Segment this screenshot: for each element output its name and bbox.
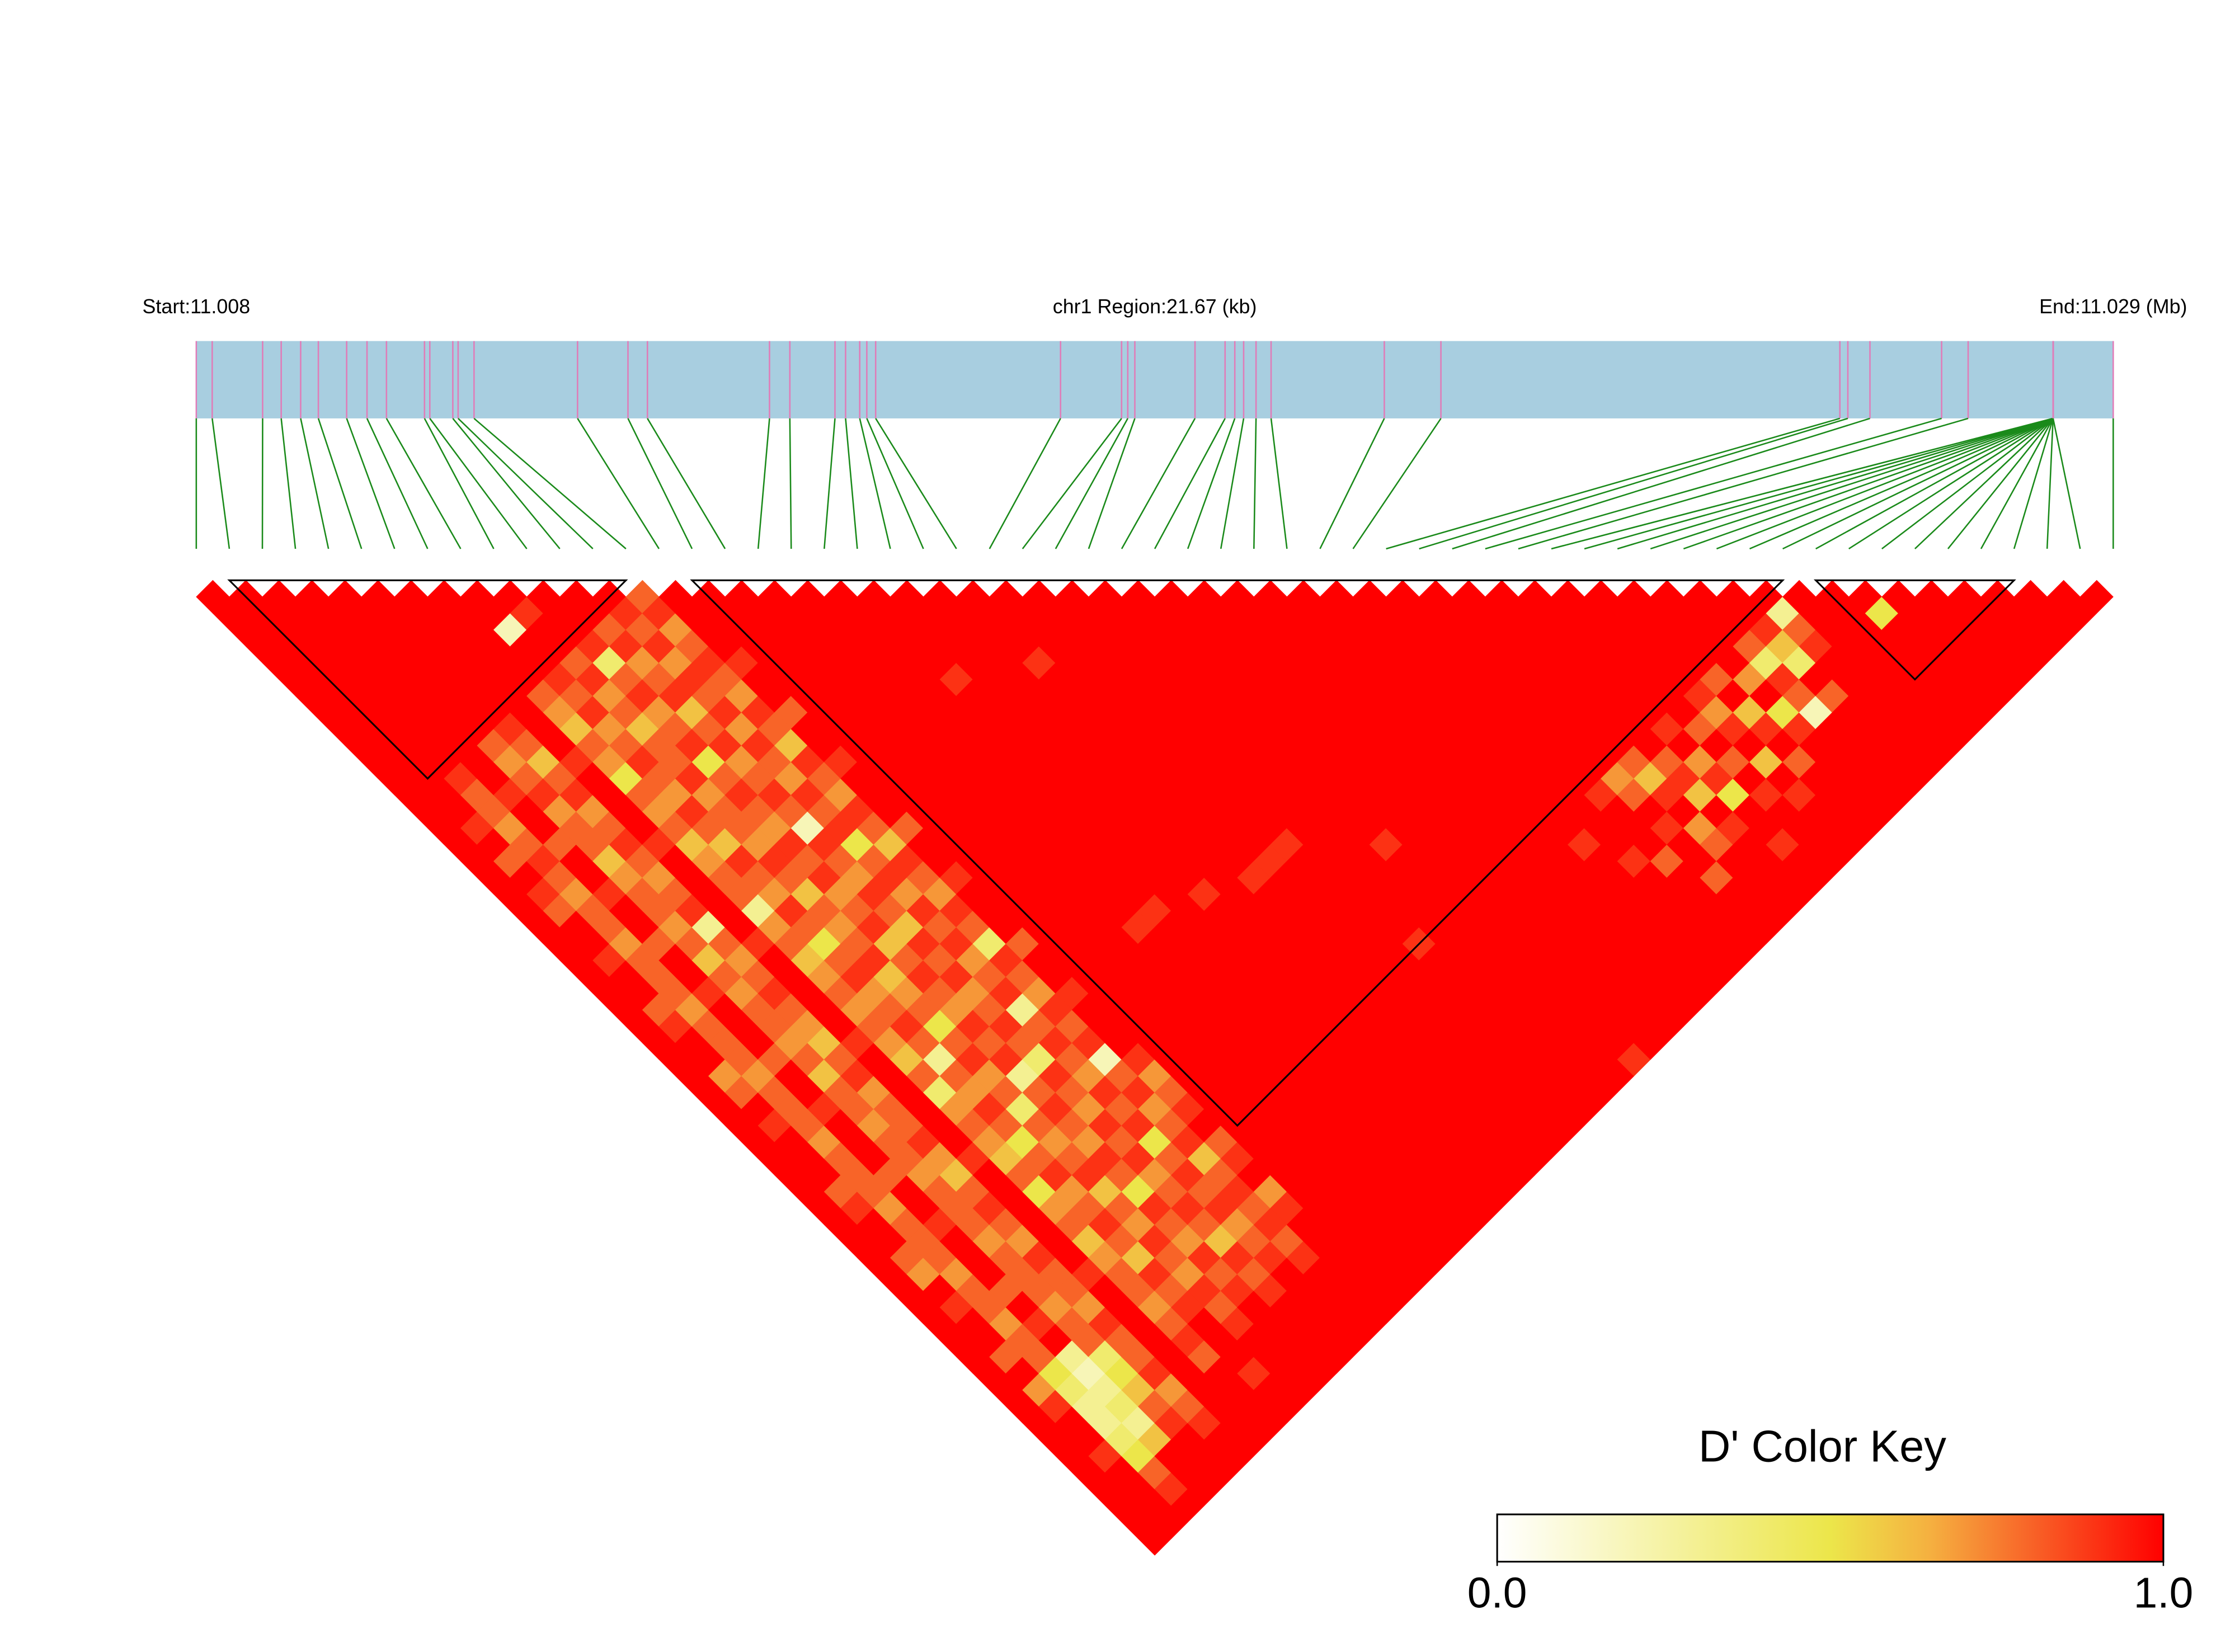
snp-link xyxy=(280,418,297,549)
snp-link xyxy=(429,418,528,549)
snp-link xyxy=(211,418,230,549)
legend-title: D' Color Key xyxy=(1698,1422,1946,1471)
snp-link xyxy=(366,418,429,549)
snp-link xyxy=(473,417,627,549)
snp-link xyxy=(2052,418,2081,549)
snp-link xyxy=(1518,417,1969,550)
region-bar xyxy=(196,341,2114,418)
snp-link xyxy=(1121,418,1196,549)
region-label: chr1 Region:21.67 (kb) xyxy=(1053,295,1257,318)
snp-link xyxy=(1980,418,2054,549)
snp-link xyxy=(385,418,462,549)
snp-link xyxy=(457,418,594,549)
snp-link xyxy=(1319,418,1385,549)
snp-link xyxy=(577,418,660,549)
snp-link xyxy=(1386,417,1841,550)
ld-cell xyxy=(2079,580,2114,614)
snp-link xyxy=(1815,417,2054,550)
snp-link xyxy=(1551,417,2054,550)
snp-link xyxy=(424,418,495,549)
snp-link xyxy=(1253,418,1257,549)
snp-link xyxy=(1947,418,2054,549)
snp-link xyxy=(1881,417,2054,549)
snp-link xyxy=(627,418,693,549)
snp-link xyxy=(845,418,858,549)
snp-link xyxy=(647,418,726,549)
snp-link xyxy=(1022,418,1122,549)
snp-link xyxy=(989,418,1061,549)
snp-link xyxy=(1650,417,2054,550)
snp-link xyxy=(1187,418,1236,549)
snp-link xyxy=(1914,417,2054,549)
snp-link xyxy=(1848,417,2054,550)
snp-link xyxy=(1485,417,1942,550)
snp-link xyxy=(317,418,363,549)
snp-link xyxy=(1220,418,1245,549)
snp-link xyxy=(866,418,924,549)
snp-link xyxy=(2046,418,2054,549)
snp-link xyxy=(1584,417,2054,550)
snp-link xyxy=(346,418,396,549)
snp-link xyxy=(1088,418,1136,549)
snp-link xyxy=(1683,417,2054,550)
ld-block-outline xyxy=(690,579,1785,1127)
snp-link xyxy=(1055,418,1128,549)
snp-link xyxy=(1617,417,2054,550)
snp-link xyxy=(789,418,792,549)
start-label: Start:11.008 xyxy=(143,295,251,318)
snp-link xyxy=(1352,418,1442,549)
snp-link xyxy=(875,418,957,549)
snp-link xyxy=(1419,417,1848,550)
snp-link xyxy=(757,418,770,549)
snp-link xyxy=(2013,418,2054,549)
key-tick-label: 0.0 xyxy=(1467,1569,1527,1617)
ld-block-outline xyxy=(227,579,628,780)
ld-block-outline xyxy=(1813,579,2016,681)
snp-link xyxy=(1716,417,2054,550)
snp-link xyxy=(1154,418,1226,549)
snp-link xyxy=(1749,417,2054,550)
snp-link xyxy=(1270,418,1288,549)
snp-link xyxy=(1782,417,2054,550)
snp-link xyxy=(452,418,561,549)
snp-link xyxy=(1452,417,1870,550)
snp-link xyxy=(824,418,836,549)
end-label: End:11.029 (Mb) xyxy=(2039,295,2187,318)
key-tick-label: 1.0 xyxy=(2134,1569,2194,1617)
snp-link xyxy=(300,418,330,549)
color-key xyxy=(1496,1513,2165,1563)
snp-link xyxy=(859,418,891,549)
